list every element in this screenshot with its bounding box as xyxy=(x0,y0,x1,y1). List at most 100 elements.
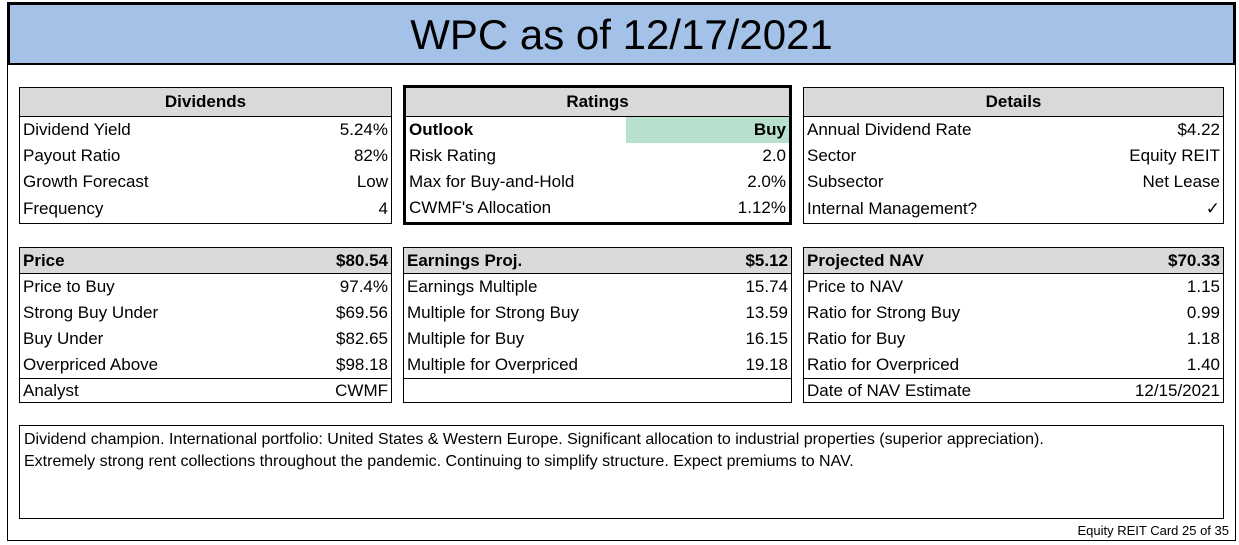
analyst-row: Analyst CWMF xyxy=(20,378,391,402)
row-value: $98.18 xyxy=(336,355,388,374)
subsector-row: Subsector Net Lease xyxy=(804,169,1223,195)
row-label: Frequency xyxy=(23,199,104,218)
row-label: Multiple for Strong Buy xyxy=(407,303,579,322)
row-value: 2.0% xyxy=(747,172,786,191)
row-label: Dividend Yield xyxy=(23,120,131,139)
row-label: Payout Ratio xyxy=(23,146,121,165)
nav-date-row: Date of NAV Estimate 12/15/2021 xyxy=(804,378,1223,402)
row-label: Max for Buy-and-Hold xyxy=(409,172,575,191)
outlook-row: Outlook Buy xyxy=(406,117,789,143)
earnings-multiple-row: Earnings Multiple 15.74 xyxy=(404,274,791,300)
ratio-strong-buy-row: Ratio for Strong Buy 0.99 xyxy=(804,300,1223,326)
card-title: WPC as of 12/17/2021 xyxy=(8,3,1235,65)
price-to-buy-row: Price to Buy 97.4% xyxy=(20,274,391,300)
row-value: 1.18 xyxy=(1186,329,1220,348)
row-label: Outlook xyxy=(409,120,474,139)
notes-line-2: Extremely strong rent collections throug… xyxy=(24,453,854,470)
details-header: Details xyxy=(804,88,1223,117)
dividend-yield-row: Dividend Yield 5.24% xyxy=(20,117,391,143)
row-label: Earnings Multiple xyxy=(407,277,538,296)
row-label: Ratio for Buy xyxy=(807,329,906,348)
ratings-header: Ratings xyxy=(406,88,789,117)
row-label: Risk Rating xyxy=(409,146,496,165)
allocation-row: CWMF's Allocation 1.12% xyxy=(406,195,789,221)
row-value: 97.4% xyxy=(339,277,388,296)
row-value: CWMF xyxy=(335,380,388,400)
row-label: Annual Dividend Rate xyxy=(807,120,972,139)
row-label: Multiple for Overpriced xyxy=(407,355,579,374)
row-value: 16.15 xyxy=(745,329,788,348)
notes-line-1: Dividend champion. International portfol… xyxy=(24,431,1044,448)
row-label: Ratio for Strong Buy xyxy=(807,303,961,322)
row-value: 0.99 xyxy=(1186,303,1220,322)
ratio-overpriced-row: Ratio for Overpriced 1.40 xyxy=(804,352,1223,378)
dividends-panel: Dividends Dividend Yield 5.24% Payout Ra… xyxy=(19,87,392,224)
dividends-header: Dividends xyxy=(20,88,391,117)
row-label: Date of NAV Estimate xyxy=(807,380,972,400)
overpriced-above-row: Overpriced Above $98.18 xyxy=(20,352,391,378)
price-label: Price xyxy=(23,250,65,270)
row-value: 1.40 xyxy=(1186,355,1220,374)
earnings-label: Earnings Proj. xyxy=(407,250,523,270)
earnings-value: $5.12 xyxy=(745,250,788,270)
row-value: Equity REIT xyxy=(1129,146,1220,165)
checkmark-icon: ✓ xyxy=(1205,199,1220,218)
row-label: Buy Under xyxy=(23,329,104,348)
outlook-value: Buy xyxy=(626,117,789,143)
row-label: Internal Management? xyxy=(807,199,978,218)
row-value: 2.0 xyxy=(762,146,786,165)
price-header-row: Price $80.54 xyxy=(20,248,391,274)
row-label: Analyst xyxy=(23,380,79,400)
annual-dividend-row: Annual Dividend Rate $4.22 xyxy=(804,117,1223,143)
price-value: $80.54 xyxy=(336,250,388,270)
row-value: 5.24% xyxy=(339,120,388,139)
row-label: Subsector xyxy=(807,172,884,191)
nav-header-row: Projected NAV $70.33 xyxy=(804,248,1223,274)
multiple-buy-row: Multiple for Buy 16.15 xyxy=(404,326,791,352)
row-value: Net Lease xyxy=(1142,172,1221,191)
details-panel: Details Annual Dividend Rate $4.22 Secto… xyxy=(803,87,1224,224)
row-value: 12/15/2021 xyxy=(1134,380,1220,400)
row-value: $82.65 xyxy=(336,329,388,348)
growth-forecast-row: Growth Forecast Low xyxy=(20,169,391,195)
row-value: 82% xyxy=(353,146,388,165)
row-label: Overpriced Above xyxy=(23,355,159,374)
row-label: Price to Buy xyxy=(23,277,115,296)
ratings-panel: Ratings Outlook Buy Risk Rating 2.0 Max … xyxy=(403,85,792,225)
row-label: Sector xyxy=(807,146,857,165)
row-label: CWMF's Allocation xyxy=(409,198,552,217)
row-value: 1.15 xyxy=(1186,277,1220,296)
nav-label: Projected NAV xyxy=(807,250,924,270)
sector-row: Sector Equity REIT xyxy=(804,143,1223,169)
risk-rating-row: Risk Rating 2.0 xyxy=(406,143,789,169)
empty-row xyxy=(404,378,791,402)
payout-ratio-row: Payout Ratio 82% xyxy=(20,143,391,169)
buy-under-row: Buy Under $82.65 xyxy=(20,326,391,352)
earnings-header-row: Earnings Proj. $5.12 xyxy=(404,248,791,274)
earnings-panel: Earnings Proj. $5.12 Earnings Multiple 1… xyxy=(403,247,792,403)
multiple-strong-buy-row: Multiple for Strong Buy 13.59 xyxy=(404,300,791,326)
price-panel: Price $80.54 Price to Buy 97.4% Strong B… xyxy=(19,247,392,403)
row-label: Price to NAV xyxy=(807,277,904,296)
max-buy-hold-row: Max for Buy-and-Hold 2.0% xyxy=(406,169,789,195)
ratio-buy-row: Ratio for Buy 1.18 xyxy=(804,326,1223,352)
row-value: 4 xyxy=(378,199,388,218)
multiple-overpriced-row: Multiple for Overpriced 19.18 xyxy=(404,352,791,378)
row-label: Growth Forecast xyxy=(23,172,149,191)
reit-card: WPC as of 12/17/2021 Dividends Dividend … xyxy=(7,2,1236,541)
row-value: 1.12% xyxy=(737,198,786,217)
row-value: $69.56 xyxy=(336,303,388,322)
strong-buy-under-row: Strong Buy Under $69.56 xyxy=(20,300,391,326)
row-label: Ratio for Overpriced xyxy=(807,355,960,374)
row-value: Low xyxy=(356,172,388,191)
row-value: $4.22 xyxy=(1177,120,1220,139)
row-label: Multiple for Buy xyxy=(407,329,525,348)
row-value: 19.18 xyxy=(745,355,788,374)
row-label: Strong Buy Under xyxy=(23,303,159,322)
card-footer: Equity REIT Card 25 of 35 xyxy=(1077,523,1229,538)
nav-panel: Projected NAV $70.33 Price to NAV 1.15 R… xyxy=(803,247,1224,403)
price-to-nav-row: Price to NAV 1.15 xyxy=(804,274,1223,300)
row-value: 13.59 xyxy=(745,303,788,322)
frequency-row: Frequency 4 xyxy=(20,195,391,223)
notes-box: Dividend champion. International portfol… xyxy=(19,425,1224,519)
